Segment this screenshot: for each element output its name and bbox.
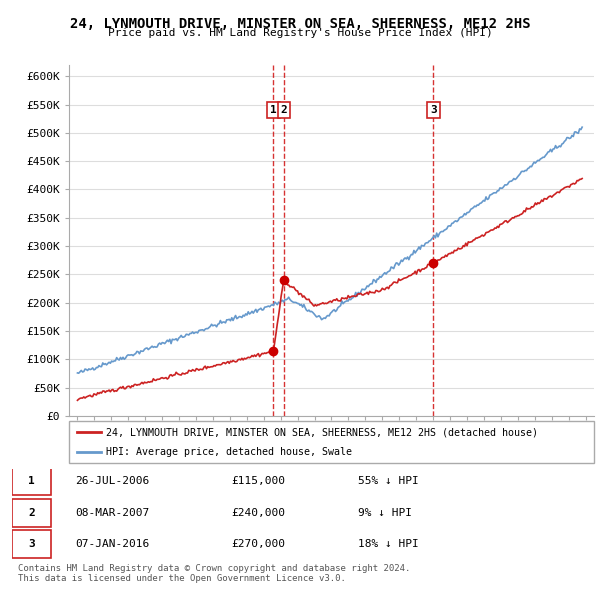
- Text: 08-MAR-2007: 08-MAR-2007: [76, 507, 149, 517]
- Text: £240,000: £240,000: [231, 507, 285, 517]
- Text: 2: 2: [280, 105, 287, 115]
- Text: 07-JAN-2016: 07-JAN-2016: [76, 539, 149, 549]
- Text: 24, LYNMOUTH DRIVE, MINSTER ON SEA, SHEERNESS, ME12 2HS: 24, LYNMOUTH DRIVE, MINSTER ON SEA, SHEE…: [70, 17, 530, 31]
- Text: Contains HM Land Registry data © Crown copyright and database right 2024.
This d: Contains HM Land Registry data © Crown c…: [18, 563, 410, 583]
- Text: 1: 1: [270, 105, 277, 115]
- Text: 2: 2: [28, 507, 35, 517]
- Text: 26-JUL-2006: 26-JUL-2006: [76, 476, 149, 486]
- Text: 9% ↓ HPI: 9% ↓ HPI: [358, 507, 412, 517]
- Text: 24, LYNMOUTH DRIVE, MINSTER ON SEA, SHEERNESS, ME12 2HS (detached house): 24, LYNMOUTH DRIVE, MINSTER ON SEA, SHEE…: [106, 427, 538, 437]
- Text: 55% ↓ HPI: 55% ↓ HPI: [358, 476, 418, 486]
- FancyBboxPatch shape: [12, 499, 51, 527]
- Text: 3: 3: [28, 539, 35, 549]
- Text: HPI: Average price, detached house, Swale: HPI: Average price, detached house, Swal…: [106, 447, 352, 457]
- Text: Price paid vs. HM Land Registry's House Price Index (HPI): Price paid vs. HM Land Registry's House …: [107, 28, 493, 38]
- FancyBboxPatch shape: [12, 467, 51, 495]
- Text: 18% ↓ HPI: 18% ↓ HPI: [358, 539, 418, 549]
- Text: £270,000: £270,000: [231, 539, 285, 549]
- Text: 1: 1: [28, 476, 35, 486]
- FancyBboxPatch shape: [69, 421, 594, 463]
- FancyBboxPatch shape: [12, 530, 51, 558]
- Text: £115,000: £115,000: [231, 476, 285, 486]
- Text: 3: 3: [430, 105, 437, 115]
